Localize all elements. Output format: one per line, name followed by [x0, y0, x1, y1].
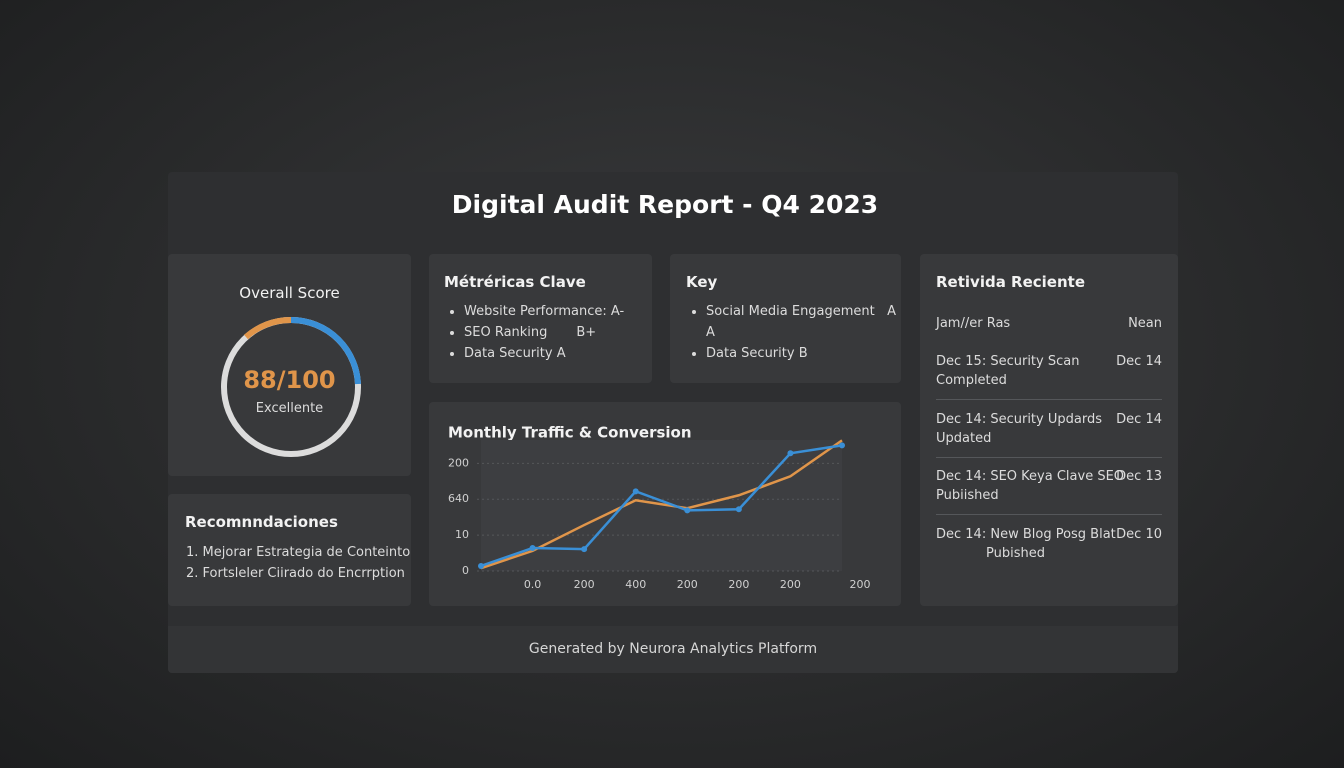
x-tick-label: 0.0	[524, 578, 542, 591]
activity-line: Updated	[936, 430, 992, 446]
series-line	[480, 444, 843, 568]
point	[529, 545, 536, 552]
series-line	[480, 439, 843, 570]
activity-date: Dec 14	[1116, 354, 1162, 369]
score-status: Excellente	[255, 401, 324, 416]
y-tick-label: 10	[455, 528, 469, 541]
key-item: Data Security B	[706, 343, 904, 364]
key-list: Social Media Engagement A A Data Securit…	[686, 301, 904, 364]
point	[735, 506, 742, 513]
activity-date: Dec 14	[1116, 411, 1162, 427]
activity-line: Dec 14: New Blog Posg Blat	[936, 526, 1116, 542]
separator	[936, 456, 1162, 458]
metric: Data Security A	[464, 343, 654, 364]
y-tick-label: 200	[448, 456, 469, 469]
report-title: Digital Audit Report - Q4 2023	[451, 190, 879, 219]
chart-title: Monthly Traffic & Conversion	[448, 424, 692, 442]
recommendation: 1. Mejorar Estrategia de Conteinto	[186, 545, 411, 560]
ring-blue	[290, 316, 361, 385]
footer: Generated by Neurora Analytics Platform	[168, 626, 1178, 673]
y-tick-label: 0	[462, 564, 469, 577]
point	[684, 507, 691, 514]
footer-text: Generated by Neurora Analytics Platform	[528, 641, 818, 657]
activity-line: Dec 14: Security Updards	[936, 411, 1102, 427]
chart-panel: Monthly Traffic & Conversion 0 10 640 200 0.…	[429, 402, 901, 606]
chart: Monthly Traffic & Conversion 0 10 640 200 0.…	[448, 424, 871, 592]
ring-orange	[244, 316, 292, 340]
y-tick-label: 640	[448, 492, 469, 505]
metric: SEO Ranking B+	[464, 322, 654, 343]
point	[632, 488, 639, 495]
activity-line: Completed	[936, 373, 1007, 388]
metrics-title: Métréricas Clave	[444, 273, 586, 291]
point	[581, 546, 588, 553]
key-item: Social Media Engagement A A	[706, 301, 904, 343]
activity-panel: Retivida Reciente Jam//er Ras Nean Dec 1…	[920, 254, 1178, 606]
activity-line: Pubished	[986, 545, 1045, 561]
separator	[936, 514, 1162, 515]
activity-header-left: Jam//er Ras	[936, 316, 1011, 331]
activity-header-right: Nean	[1128, 316, 1162, 331]
activity-line: Pubiished	[936, 488, 999, 503]
score-value: 88/100	[243, 366, 336, 394]
activity-line: Dec 14: SEO Keya Clave SEO	[936, 469, 1125, 484]
x-tick-label: 200	[850, 578, 871, 591]
recommendation: 2. Fortsleler Ciirado do Encrrption	[186, 566, 405, 581]
recommendations-panel: Recomnndaciones 1. Mejorar Estrategia de…	[168, 494, 411, 606]
activity-date: Dec 13	[1116, 469, 1162, 484]
x-tick-label: 200	[728, 578, 749, 591]
key-title: Key	[686, 273, 718, 291]
activity-title: Retivida Reciente	[936, 273, 1085, 291]
metrics-list: Website Performance: A- SEO Ranking B+ D…	[444, 301, 654, 364]
x-tick-label: 400	[625, 578, 646, 591]
key-panel: Key Social Media Engagement A A Data Sec…	[670, 254, 901, 383]
x-tick-label: 200	[574, 578, 595, 591]
x-tick-label: 200	[780, 578, 801, 591]
score-panel: Overall Score 88/100 Excellente	[168, 254, 411, 476]
separator	[936, 399, 1162, 400]
metric: Website Performance: A-	[464, 301, 654, 322]
point	[787, 450, 794, 457]
metrics-panel: Métréricas Clave Website Performance: A-…	[429, 254, 652, 383]
activity-date: Dec 10	[1116, 526, 1162, 542]
activity-line: Dec 15: Security Scan	[936, 354, 1080, 369]
score-title: Overall Score	[239, 284, 340, 302]
point	[839, 442, 845, 449]
recommendations-list: 1. Mejorar Estrategia de Conteinto 2. Fo…	[186, 542, 410, 584]
x-tick-label: 200	[677, 578, 698, 591]
point	[478, 562, 484, 569]
recommendations-title: Recomnndaciones	[185, 513, 338, 531]
score-ring	[221, 316, 361, 457]
